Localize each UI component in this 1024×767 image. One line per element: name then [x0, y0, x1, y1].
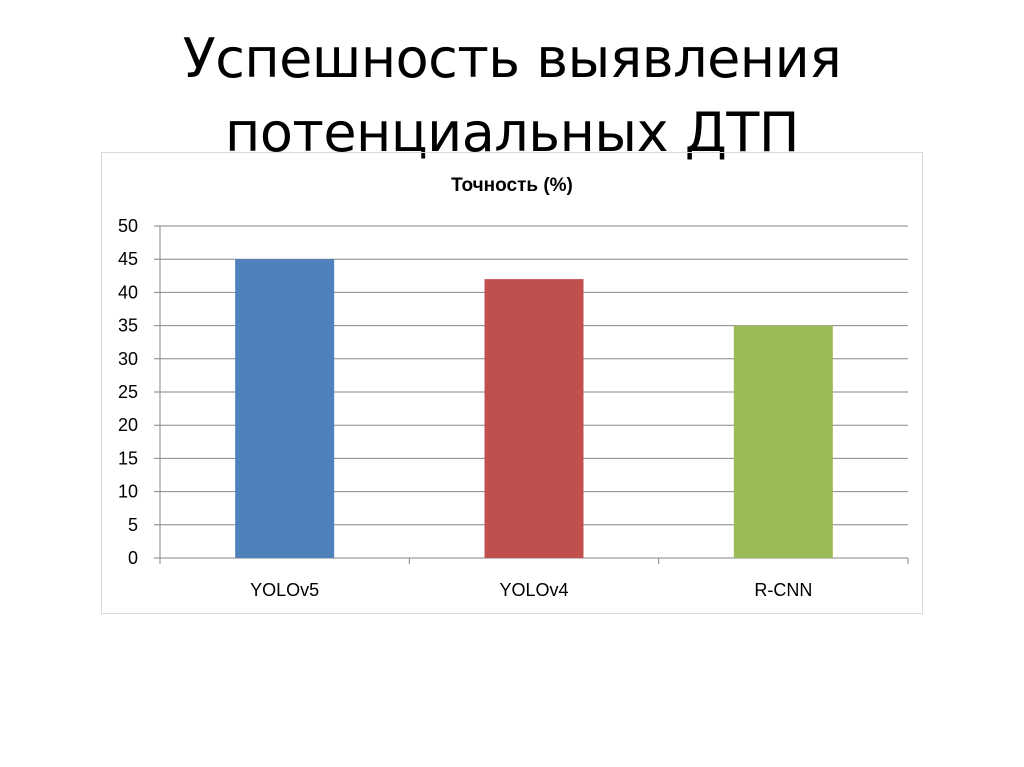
y-tick-label: 20 — [118, 415, 138, 435]
bar-yolov5 — [235, 259, 335, 558]
y-tick-label: 30 — [118, 349, 138, 369]
y-tick-label: 5 — [128, 515, 138, 535]
chart-area: Точность (%) 0 5 10 15 20 25 30 35 40 45 50 YOLOv5 Y… — [101, 152, 923, 614]
y-tick-label: 35 — [118, 316, 138, 336]
y-tick-label: 0 — [128, 548, 138, 568]
chart-title: Точность (%) — [451, 175, 573, 196]
y-tick-label: 40 — [118, 282, 138, 302]
slide-title: Успешность выявления потенциальных ДТП — [0, 22, 1024, 170]
slide-title-line-2: потенциальных ДТП — [225, 101, 799, 164]
y-tick-label: 25 — [118, 382, 138, 402]
y-tick-label: 45 — [118, 249, 138, 269]
x-tick-label: YOLOv5 — [250, 580, 319, 600]
bar-yolov4 — [484, 279, 584, 558]
x-tick-label: R-CNN — [754, 580, 812, 600]
bar-r-cnn — [733, 325, 833, 558]
slide-title-line-1: Успешность выявления — [182, 27, 842, 90]
y-tick-label: 10 — [118, 482, 138, 502]
x-tick-label: YOLOv4 — [499, 580, 568, 600]
y-tick-label: 50 — [118, 216, 138, 236]
y-tick-label: 15 — [118, 448, 138, 468]
